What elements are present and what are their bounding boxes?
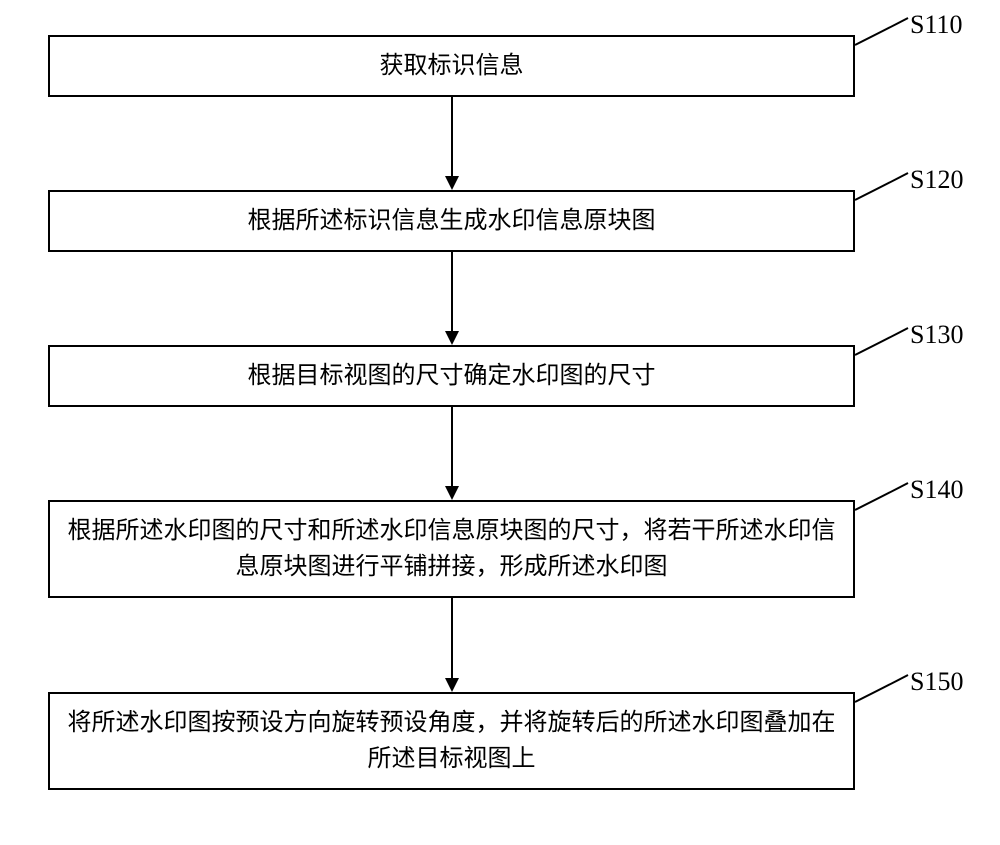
- arrow-line: [451, 252, 453, 331]
- step-label-s120: S120: [910, 165, 963, 195]
- arrow-line: [451, 407, 453, 486]
- step-text: 根据所述标识信息生成水印信息原块图: [248, 203, 656, 239]
- arrow-line: [451, 97, 453, 176]
- step-box-s110: 获取标识信息: [48, 35, 855, 97]
- arrow-head-icon: [445, 176, 459, 190]
- step-box-s150: 将所述水印图按预设方向旋转预设角度，并将旋转后的所述水印图叠加在所述目标视图上: [48, 692, 855, 790]
- flowchart-canvas: 获取标识信息 S110 根据所述标识信息生成水印信息原块图 S120 根据目标视图的尺寸…: [0, 0, 1000, 845]
- step-label-s130: S130: [910, 320, 963, 350]
- callout-curve: [850, 323, 913, 365]
- step-text: 根据目标视图的尺寸确定水印图的尺寸: [248, 358, 656, 394]
- step-box-s130: 根据目标视图的尺寸确定水印图的尺寸: [48, 345, 855, 407]
- step-text: 根据所述水印图的尺寸和所述水印信息原块图的尺寸，将若干所述水印信息原块图进行平铺…: [62, 513, 841, 585]
- arrow-line: [451, 598, 453, 678]
- step-box-s140: 根据所述水印图的尺寸和所述水印信息原块图的尺寸，将若干所述水印信息原块图进行平铺…: [48, 500, 855, 598]
- step-label-s110: S110: [910, 10, 963, 40]
- callout-curve: [850, 13, 913, 55]
- callout-curve: [850, 168, 913, 210]
- arrow-head-icon: [445, 486, 459, 500]
- arrow-head-icon: [445, 678, 459, 692]
- callout-curve: [850, 670, 913, 712]
- step-label-s150: S150: [910, 667, 963, 697]
- step-box-s120: 根据所述标识信息生成水印信息原块图: [48, 190, 855, 252]
- step-text: 获取标识信息: [380, 48, 524, 84]
- step-label-s140: S140: [910, 475, 963, 505]
- step-text: 将所述水印图按预设方向旋转预设角度，并将旋转后的所述水印图叠加在所述目标视图上: [62, 705, 841, 777]
- arrow-head-icon: [445, 331, 459, 345]
- callout-curve: [850, 478, 913, 520]
